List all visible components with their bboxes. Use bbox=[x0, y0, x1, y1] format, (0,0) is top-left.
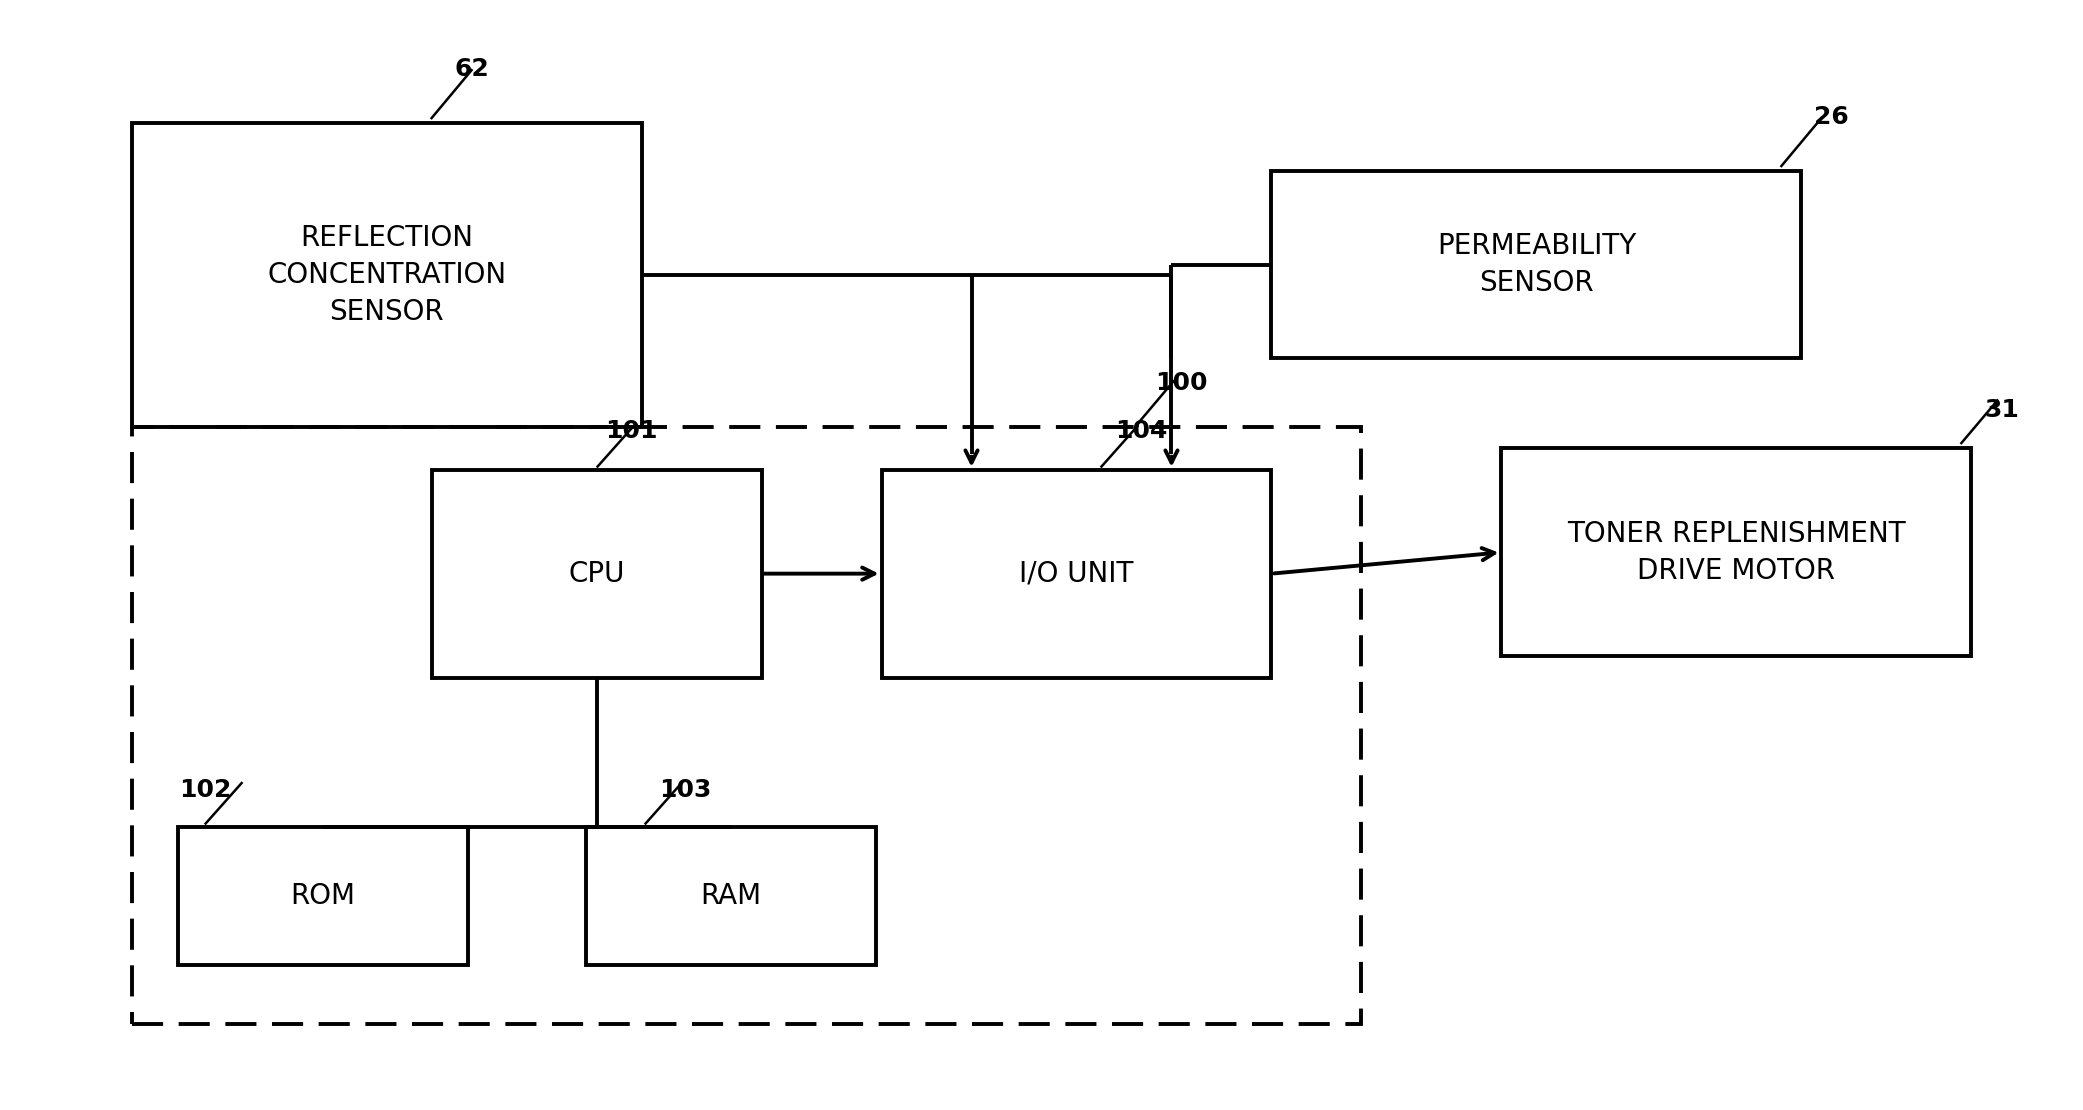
Bar bbox=[131, 123, 642, 427]
Text: 102: 102 bbox=[179, 778, 231, 803]
Text: I/O UNIT: I/O UNIT bbox=[1019, 559, 1133, 587]
Bar bbox=[131, 427, 1362, 1023]
Bar bbox=[585, 827, 875, 966]
Bar bbox=[1271, 171, 1802, 357]
Text: TONER REPLENISHMENT
DRIVE MOTOR: TONER REPLENISHMENT DRIVE MOTOR bbox=[1566, 519, 1906, 585]
Text: 100: 100 bbox=[1156, 371, 1208, 395]
Bar bbox=[431, 470, 762, 677]
Text: 62: 62 bbox=[454, 57, 490, 81]
Text: PERMEABILITY
SENSOR: PERMEABILITY SENSOR bbox=[1437, 232, 1635, 297]
Text: 104: 104 bbox=[1114, 420, 1169, 443]
Bar bbox=[881, 470, 1271, 677]
Text: CPU: CPU bbox=[569, 559, 625, 587]
Text: REFLECTION
CONCENTRATION
SENSOR: REFLECTION CONCENTRATION SENSOR bbox=[267, 224, 506, 326]
Text: 26: 26 bbox=[1814, 104, 1850, 129]
Text: 103: 103 bbox=[660, 778, 712, 803]
Bar bbox=[177, 827, 467, 966]
Text: ROM: ROM bbox=[290, 882, 354, 910]
Text: 31: 31 bbox=[1983, 397, 2018, 422]
Bar bbox=[1502, 448, 1971, 656]
Text: 101: 101 bbox=[606, 420, 658, 443]
Text: RAM: RAM bbox=[700, 882, 760, 910]
